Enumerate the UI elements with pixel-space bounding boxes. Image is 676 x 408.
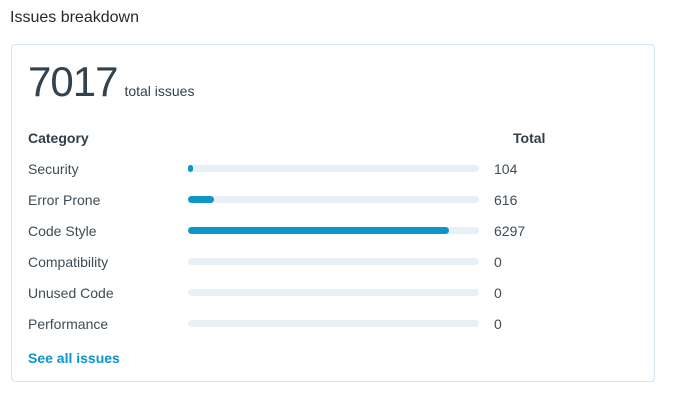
total-value: 104 xyxy=(494,160,518,177)
total-value: 0 xyxy=(494,315,502,332)
category-label: Code Style xyxy=(28,222,97,239)
total-issues-value: 7017 xyxy=(28,58,118,105)
category-label: Security xyxy=(28,160,79,177)
category-label: Compatibility xyxy=(28,253,109,270)
see-all-issues-link[interactable]: See all issues xyxy=(28,349,120,366)
page-title: Issues breakdown xyxy=(10,9,139,26)
table-row: Performance 0 xyxy=(28,308,638,339)
issues-breakdown-card: 7017 total issues Category Total Securit… xyxy=(11,44,655,382)
issue-progress-bar xyxy=(188,165,479,172)
total-value: 0 xyxy=(494,284,502,301)
issue-progress-fill xyxy=(188,227,450,234)
issues-table: Category Total Security 104 Error Prone … xyxy=(28,122,638,339)
see-all-issues-row: See all issues xyxy=(28,342,638,373)
total-issues-summary: 7017 total issues xyxy=(28,61,638,103)
total-value: 6297 xyxy=(494,222,526,239)
total-issues-label: total issues xyxy=(124,83,195,99)
table-row: Security 104 xyxy=(28,153,638,184)
table-row: Error Prone 616 xyxy=(28,184,638,215)
table-row: Unused Code 0 xyxy=(28,277,638,308)
category-label: Performance xyxy=(28,315,109,332)
total-value: 616 xyxy=(494,191,518,208)
issue-progress-fill xyxy=(188,165,193,172)
total-value: 0 xyxy=(494,253,502,270)
issue-progress-bar xyxy=(188,289,479,296)
issue-progress-bar xyxy=(188,227,479,234)
issue-progress-bar xyxy=(188,196,479,203)
category-label: Unused Code xyxy=(28,284,114,301)
total-column-header: Total xyxy=(513,129,546,146)
issue-progress-fill xyxy=(188,196,214,203)
category-label: Error Prone xyxy=(28,191,101,208)
issue-progress-bar xyxy=(188,320,479,327)
category-column-header: Category xyxy=(28,129,89,146)
issue-progress-bar xyxy=(188,258,479,265)
table-row: Compatibility 0 xyxy=(28,246,638,277)
table-row: Code Style 6297 xyxy=(28,215,638,246)
table-header-row: Category Total xyxy=(28,122,638,153)
